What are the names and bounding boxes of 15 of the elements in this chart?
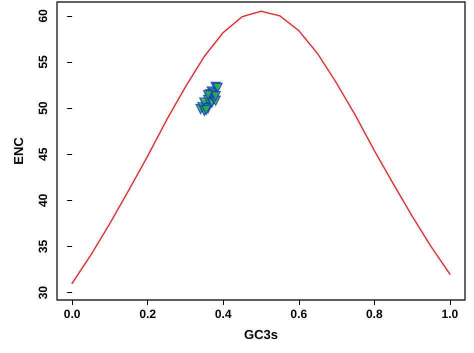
x-tick-label: 0.0: [64, 307, 81, 321]
y-tick-label: 45: [36, 147, 50, 161]
y-tick-label: 60: [36, 8, 50, 23]
x-tick-label: 0.4: [214, 307, 232, 321]
x-tick-label: 0.6: [290, 307, 308, 321]
y-axis-title: ENC: [11, 136, 26, 165]
y-tick-label: 40: [36, 193, 50, 208]
x-tick-label: 0.8: [366, 307, 383, 321]
x-axis-title: GC3s: [244, 327, 278, 342]
x-tick-label: 1.0: [442, 307, 459, 321]
y-tick-label: 30: [36, 286, 50, 300]
y-tick-label: 35: [36, 239, 50, 254]
y-tick-label: 55: [36, 54, 50, 69]
y-tick-label: 50: [36, 101, 50, 115]
x-tick-label: 0.2: [139, 307, 156, 321]
